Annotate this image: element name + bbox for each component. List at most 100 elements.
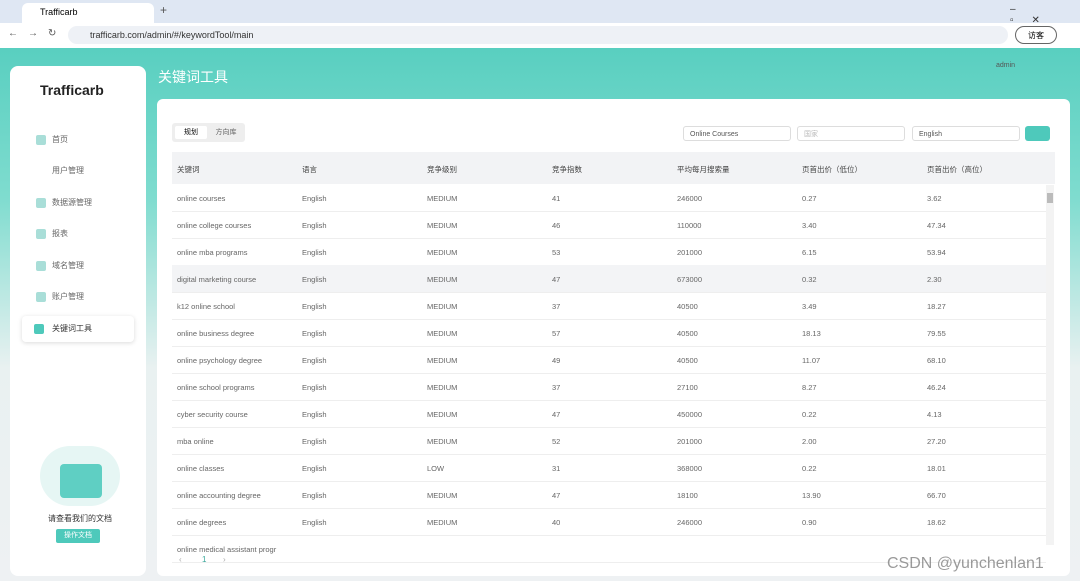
doc-text: 请查看我们的文档	[48, 514, 112, 523]
table-cell: English	[302, 221, 327, 230]
table-cell: MEDIUM	[427, 275, 458, 284]
row-divider	[172, 292, 1046, 293]
language-select[interactable]: English	[912, 126, 1020, 141]
country-select[interactable]: 国家	[797, 126, 905, 141]
table-cell: English	[302, 275, 327, 284]
table-cell: 3.62	[927, 194, 942, 203]
menu-icon	[36, 229, 46, 239]
menu-item[interactable]: 域名管理	[52, 261, 84, 270]
table-cell: online psychology degree	[177, 356, 263, 365]
table-cell: 0.32	[802, 275, 817, 284]
row-divider	[172, 400, 1046, 401]
table-cell: English	[302, 383, 327, 392]
tab[interactable]: 方向库	[215, 129, 237, 136]
table-cell: LOW	[427, 464, 445, 473]
menu-icon	[34, 324, 44, 334]
new-tab[interactable]: +	[160, 3, 168, 17]
address-bar: ←→↻ trafficarb.com/admin/#/keywordTool/m…	[0, 23, 1080, 49]
table-cell: 41	[552, 194, 561, 203]
row-divider	[172, 481, 1046, 482]
user-menu[interactable]: admin	[996, 62, 1016, 69]
table-cell: 37	[552, 302, 561, 311]
table-cell: MEDIUM	[427, 356, 458, 365]
row-highlight	[172, 265, 1046, 292]
row-divider	[172, 346, 1046, 347]
tab-group: 规划 方向库	[172, 123, 245, 142]
main-panel: 规划 方向库 Online Courses 国家 English 关键词 语言 竞争…	[157, 99, 1070, 576]
scrollbar[interactable]	[1046, 185, 1054, 545]
row-divider	[172, 319, 1046, 320]
table-cell: mba online	[177, 437, 214, 446]
table-cell: 40500	[677, 356, 698, 365]
menu-item[interactable]: 用户管理	[52, 166, 84, 175]
sidebar: Trafficarb 首页 用户管理 数据源管理 报表 域名管理 账户管理 关键词工具 请查…	[10, 66, 146, 576]
menu-item[interactable]: 数据源管理	[52, 198, 92, 207]
table-cell: MEDIUM	[427, 491, 458, 500]
search-button[interactable]	[1025, 126, 1050, 141]
table-cell: 18.13	[802, 329, 821, 338]
table-cell: 40500	[677, 302, 698, 311]
table-cell: English	[302, 248, 327, 257]
table-cell: 47.34	[927, 221, 946, 230]
column-header: 语言	[302, 165, 317, 174]
table-cell: 2.00	[802, 437, 817, 446]
menu-item[interactable]: 账户管理	[52, 292, 84, 301]
table-cell: 0.22	[802, 410, 817, 419]
logo[interactable]: Trafficarb	[40, 82, 104, 98]
table-cell: online business degree	[177, 329, 255, 338]
table-cell: 46.24	[927, 383, 946, 392]
tab[interactable]: 规划	[175, 126, 207, 139]
menu-item[interactable]: 报表	[52, 229, 68, 238]
browser-tab[interactable]: Trafficarb	[22, 3, 154, 23]
menu-icon	[36, 261, 46, 271]
table-cell: English	[302, 356, 327, 365]
table-cell: 57	[552, 329, 561, 338]
table-cell: 110000	[677, 221, 702, 230]
prev-page[interactable]: ‹	[179, 555, 182, 564]
table-cell: online courses	[177, 194, 226, 203]
nav-buttons[interactable]: ←→↻	[8, 28, 67, 39]
table-cell: MEDIUM	[427, 383, 458, 392]
window-controls[interactable]: –▫✕	[1010, 4, 1058, 26]
page-number[interactable]: 1	[202, 555, 207, 564]
next-page[interactable]: ›	[223, 555, 226, 564]
guest-button[interactable]: 访客	[1015, 26, 1057, 44]
row-divider	[172, 238, 1046, 239]
column-header[interactable]: 页首出价（低位）	[802, 165, 862, 174]
table-cell: 18.01	[927, 464, 946, 473]
table-cell: 37	[552, 383, 561, 392]
doc-button[interactable]: 操作文档	[56, 529, 100, 543]
row-divider	[172, 211, 1046, 212]
table-cell: 18.27	[927, 302, 946, 311]
row-divider	[172, 373, 1046, 374]
page-title: 关键词工具	[158, 69, 228, 85]
column-header[interactable]: 竞争指数	[552, 165, 582, 174]
row-divider	[172, 535, 1046, 536]
table-cell: online classes	[177, 464, 225, 473]
row-divider	[172, 454, 1046, 455]
menu-icon	[36, 135, 46, 145]
table-cell: 3.40	[802, 221, 817, 230]
column-header[interactable]: 平均每月搜索量	[677, 165, 730, 174]
table-cell: 4.13	[927, 410, 942, 419]
table-cell: 0.22	[802, 464, 817, 473]
table-cell: 201000	[677, 437, 703, 446]
table-cell: 53	[552, 248, 561, 257]
table-cell: 31	[552, 464, 561, 473]
table-cell: English	[302, 329, 327, 338]
watermark: CSDN @yunchenlan1	[887, 555, 1044, 572]
table-cell: 40	[552, 518, 561, 527]
table-cell: 66.70	[927, 491, 946, 500]
table-cell: MEDIUM	[427, 518, 458, 527]
table-cell: digital marketing course	[177, 275, 257, 284]
table-cell: MEDIUM	[427, 302, 458, 311]
table-cell: 79.55	[927, 329, 946, 338]
table-cell: MEDIUM	[427, 437, 458, 446]
table-cell: 2.30	[927, 275, 942, 284]
column-header[interactable]: 页首出价（高位）	[927, 165, 987, 174]
url-field[interactable]: trafficarb.com/admin/#/keywordTool/main	[68, 26, 1008, 44]
keyword-select[interactable]: Online Courses	[683, 126, 791, 141]
menu-icon	[36, 292, 46, 302]
menu-item[interactable]: 首页	[52, 135, 68, 144]
